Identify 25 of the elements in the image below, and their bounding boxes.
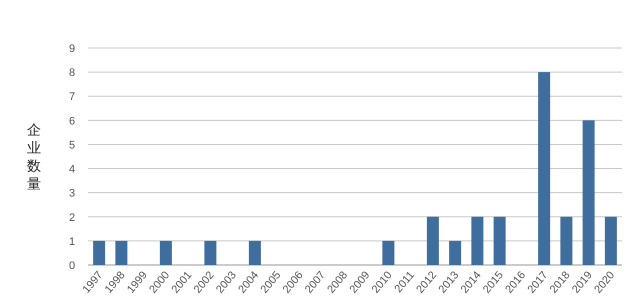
bar (560, 216, 572, 265)
bar (382, 240, 394, 265)
y-tick-label: 0 (68, 260, 76, 272)
y-tick-label: 5 (68, 139, 76, 152)
bar (115, 240, 128, 265)
bar (471, 216, 484, 265)
bar (426, 216, 439, 265)
bar (204, 240, 216, 265)
y-tick-label: 7 (68, 91, 76, 104)
y-tick-label: 6 (68, 115, 76, 128)
y-axis-title: 企业数量 (27, 122, 41, 192)
y-tick-label: 1 (68, 236, 76, 248)
y-tick-label: 8 (68, 67, 76, 80)
y-tick-label: 2 (68, 212, 76, 224)
bar (93, 240, 106, 265)
y-tick-label: 3 (68, 188, 76, 200)
bar (160, 240, 172, 265)
y-tick-label: 4 (68, 164, 76, 176)
bar (538, 72, 550, 265)
y-tick-label: 9 (68, 43, 76, 55)
bar (582, 120, 595, 265)
bar (449, 240, 462, 265)
bar (604, 216, 617, 265)
bar (248, 240, 261, 265)
bar (494, 216, 506, 265)
